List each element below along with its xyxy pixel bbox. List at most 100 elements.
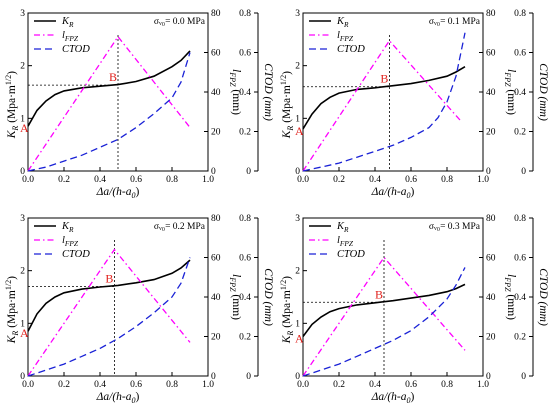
- x-tick-label: 0.0: [22, 175, 34, 185]
- yleft-tick-label: 3: [20, 214, 25, 224]
- x-tick-label: 0.6: [130, 380, 142, 390]
- x-axis-label: Δa/(h-a0): [96, 391, 140, 405]
- yright1-tick-label: 60: [211, 49, 221, 59]
- yright2-tick-label: 0.8: [239, 214, 251, 224]
- x-tick-label: 1.0: [202, 175, 214, 185]
- x-tick-label: 0.2: [58, 175, 70, 185]
- yright1-tick-label: 0: [211, 372, 216, 382]
- point-label-a: A: [295, 124, 304, 138]
- yright2-tick-label: 0: [521, 372, 526, 382]
- y-axis-label-left: KR (Mpa·m1/2): [279, 276, 295, 344]
- legend-label: lFPZ: [62, 235, 79, 248]
- x-tick-label: 0.0: [297, 175, 309, 185]
- x-tick-label: 0.8: [166, 175, 178, 185]
- yright2-tick-label: 0.8: [514, 214, 526, 224]
- sigma-annotation: σᵥ₀= 0.0 MPa: [154, 17, 206, 27]
- yright1-tick-label: 0: [486, 167, 491, 177]
- x-tick-label: 0.4: [369, 175, 381, 185]
- yright2-tick-label: 0.4: [239, 88, 251, 98]
- x-tick-label: 1.0: [477, 380, 489, 390]
- yleft-tick-label: 1: [295, 114, 300, 124]
- sigma-annotation: σᵥ₀= 0.1 MPa: [429, 17, 481, 27]
- yleft-tick-label: 1: [295, 319, 300, 329]
- yleft-tick-label: 2: [295, 267, 300, 277]
- yright1-tick-label: 20: [211, 128, 221, 138]
- yright2-tick-label: 0: [246, 372, 251, 382]
- series-line-kr: [27, 50, 191, 127]
- x-axis-label: Δa/(h-a0): [371, 391, 415, 405]
- point-label-b: B: [380, 72, 388, 86]
- x-tick-label: 0.0: [22, 380, 34, 390]
- chart-panel-bottom-left: 0.0 0.2 0.4 0.6 0.8 1.0012302040608000.20.40.…: [4, 214, 274, 405]
- point-label-b: B: [109, 70, 117, 84]
- yright1-tick-label: 60: [486, 254, 496, 264]
- yleft-tick-label: 1: [20, 319, 25, 329]
- yright2-tick-label: 0: [246, 167, 251, 177]
- y-axis-label-right2: CTOD (mm): [537, 268, 549, 326]
- x-axis-label: Δa/(h-a0): [371, 186, 415, 200]
- yright1-tick-label: 80: [211, 214, 221, 224]
- legend-label: KR: [61, 221, 74, 234]
- series-line-kr: [27, 259, 191, 332]
- yright1-tick-label: 0: [486, 372, 491, 382]
- yright2-tick-label: 0.4: [514, 88, 526, 98]
- x-tick-label: 0.4: [94, 175, 106, 185]
- yleft-tick-label: 3: [295, 214, 300, 224]
- yleft-tick-label: 3: [20, 9, 25, 19]
- x-tick-label: 0.4: [94, 380, 106, 390]
- series-line-lfpz: [302, 39, 462, 172]
- yright1-tick-label: 40: [211, 88, 221, 98]
- yright2-tick-label: 0.2: [514, 128, 526, 138]
- chart-panel-top-left: 0.0 0.2 0.4 0.6 0.8 1.0012302040608000.20.40.…: [4, 9, 274, 200]
- yleft-tick-label: 0: [295, 167, 300, 177]
- yright1-tick-label: 0: [211, 167, 216, 177]
- yright1-tick-label: 20: [486, 128, 496, 138]
- yright1-tick-label: 60: [211, 254, 221, 264]
- y-axis-label-left: KR (Mpa·m1/2): [4, 276, 20, 344]
- series-line-lfpz: [302, 256, 466, 377]
- yright2-tick-label: 0.4: [514, 293, 526, 303]
- y-axis-label-left: KR (Mpa·m1/2): [279, 71, 295, 139]
- yright1-tick-label: 40: [211, 293, 221, 303]
- legend-label: KR: [336, 221, 349, 234]
- series-line-lfpz: [27, 248, 191, 377]
- point-label-a: A: [20, 326, 29, 340]
- yright2-tick-label: 0: [521, 167, 526, 177]
- y-axis-label-right1: lFPZ (mm): [503, 69, 517, 115]
- series-line-ctod: [27, 52, 191, 172]
- series-line-ctod: [302, 32, 466, 172]
- legend-label: lFPZ: [337, 235, 354, 248]
- legend-label: CTOD: [337, 44, 365, 55]
- yright2-tick-label: 0.2: [514, 333, 526, 343]
- yleft-tick-label: 0: [20, 372, 25, 382]
- yleft-tick-label: 0: [295, 372, 300, 382]
- sigma-annotation: σᵥ₀= 0.2 MPa: [154, 222, 206, 232]
- legend-label: CTOD: [337, 249, 365, 260]
- x-tick-label: 0.2: [58, 380, 70, 390]
- x-tick-label: 0.4: [369, 380, 381, 390]
- plot-frame: [302, 217, 484, 377]
- legend-label: CTOD: [62, 249, 90, 260]
- x-tick-label: 0.0: [297, 380, 309, 390]
- series-line-lfpz: [27, 35, 191, 172]
- yright2-tick-label: 0.8: [239, 9, 251, 19]
- yright2-tick-label: 0.2: [239, 333, 251, 343]
- yright1-tick-label: 60: [486, 49, 496, 59]
- y-axis-label-left: KR (Mpa·m1/2): [4, 71, 20, 139]
- x-tick-label: 0.6: [405, 380, 417, 390]
- x-tick-label: 0.6: [405, 175, 417, 185]
- series-line-ctod: [302, 267, 466, 377]
- yright1-tick-label: 80: [211, 9, 221, 19]
- yleft-tick-label: 2: [20, 267, 25, 277]
- x-tick-label: 0.2: [333, 380, 345, 390]
- y-axis-label-right2: CTOD (mm): [262, 268, 274, 326]
- yright1-tick-label: 80: [486, 214, 496, 224]
- chart-panel-bottom-right: 0.0 0.2 0.4 0.6 0.8 1.0012302040608000.20.40.…: [279, 214, 549, 405]
- sigma-annotation: σᵥ₀= 0.3 MPa: [429, 222, 481, 232]
- x-axis-label: Δa/(h-a0): [96, 186, 140, 200]
- series-line-ctod: [27, 257, 191, 377]
- yright2-tick-label: 0.8: [514, 9, 526, 19]
- legend-label: lFPZ: [337, 30, 354, 43]
- point-label-b: B: [105, 271, 113, 285]
